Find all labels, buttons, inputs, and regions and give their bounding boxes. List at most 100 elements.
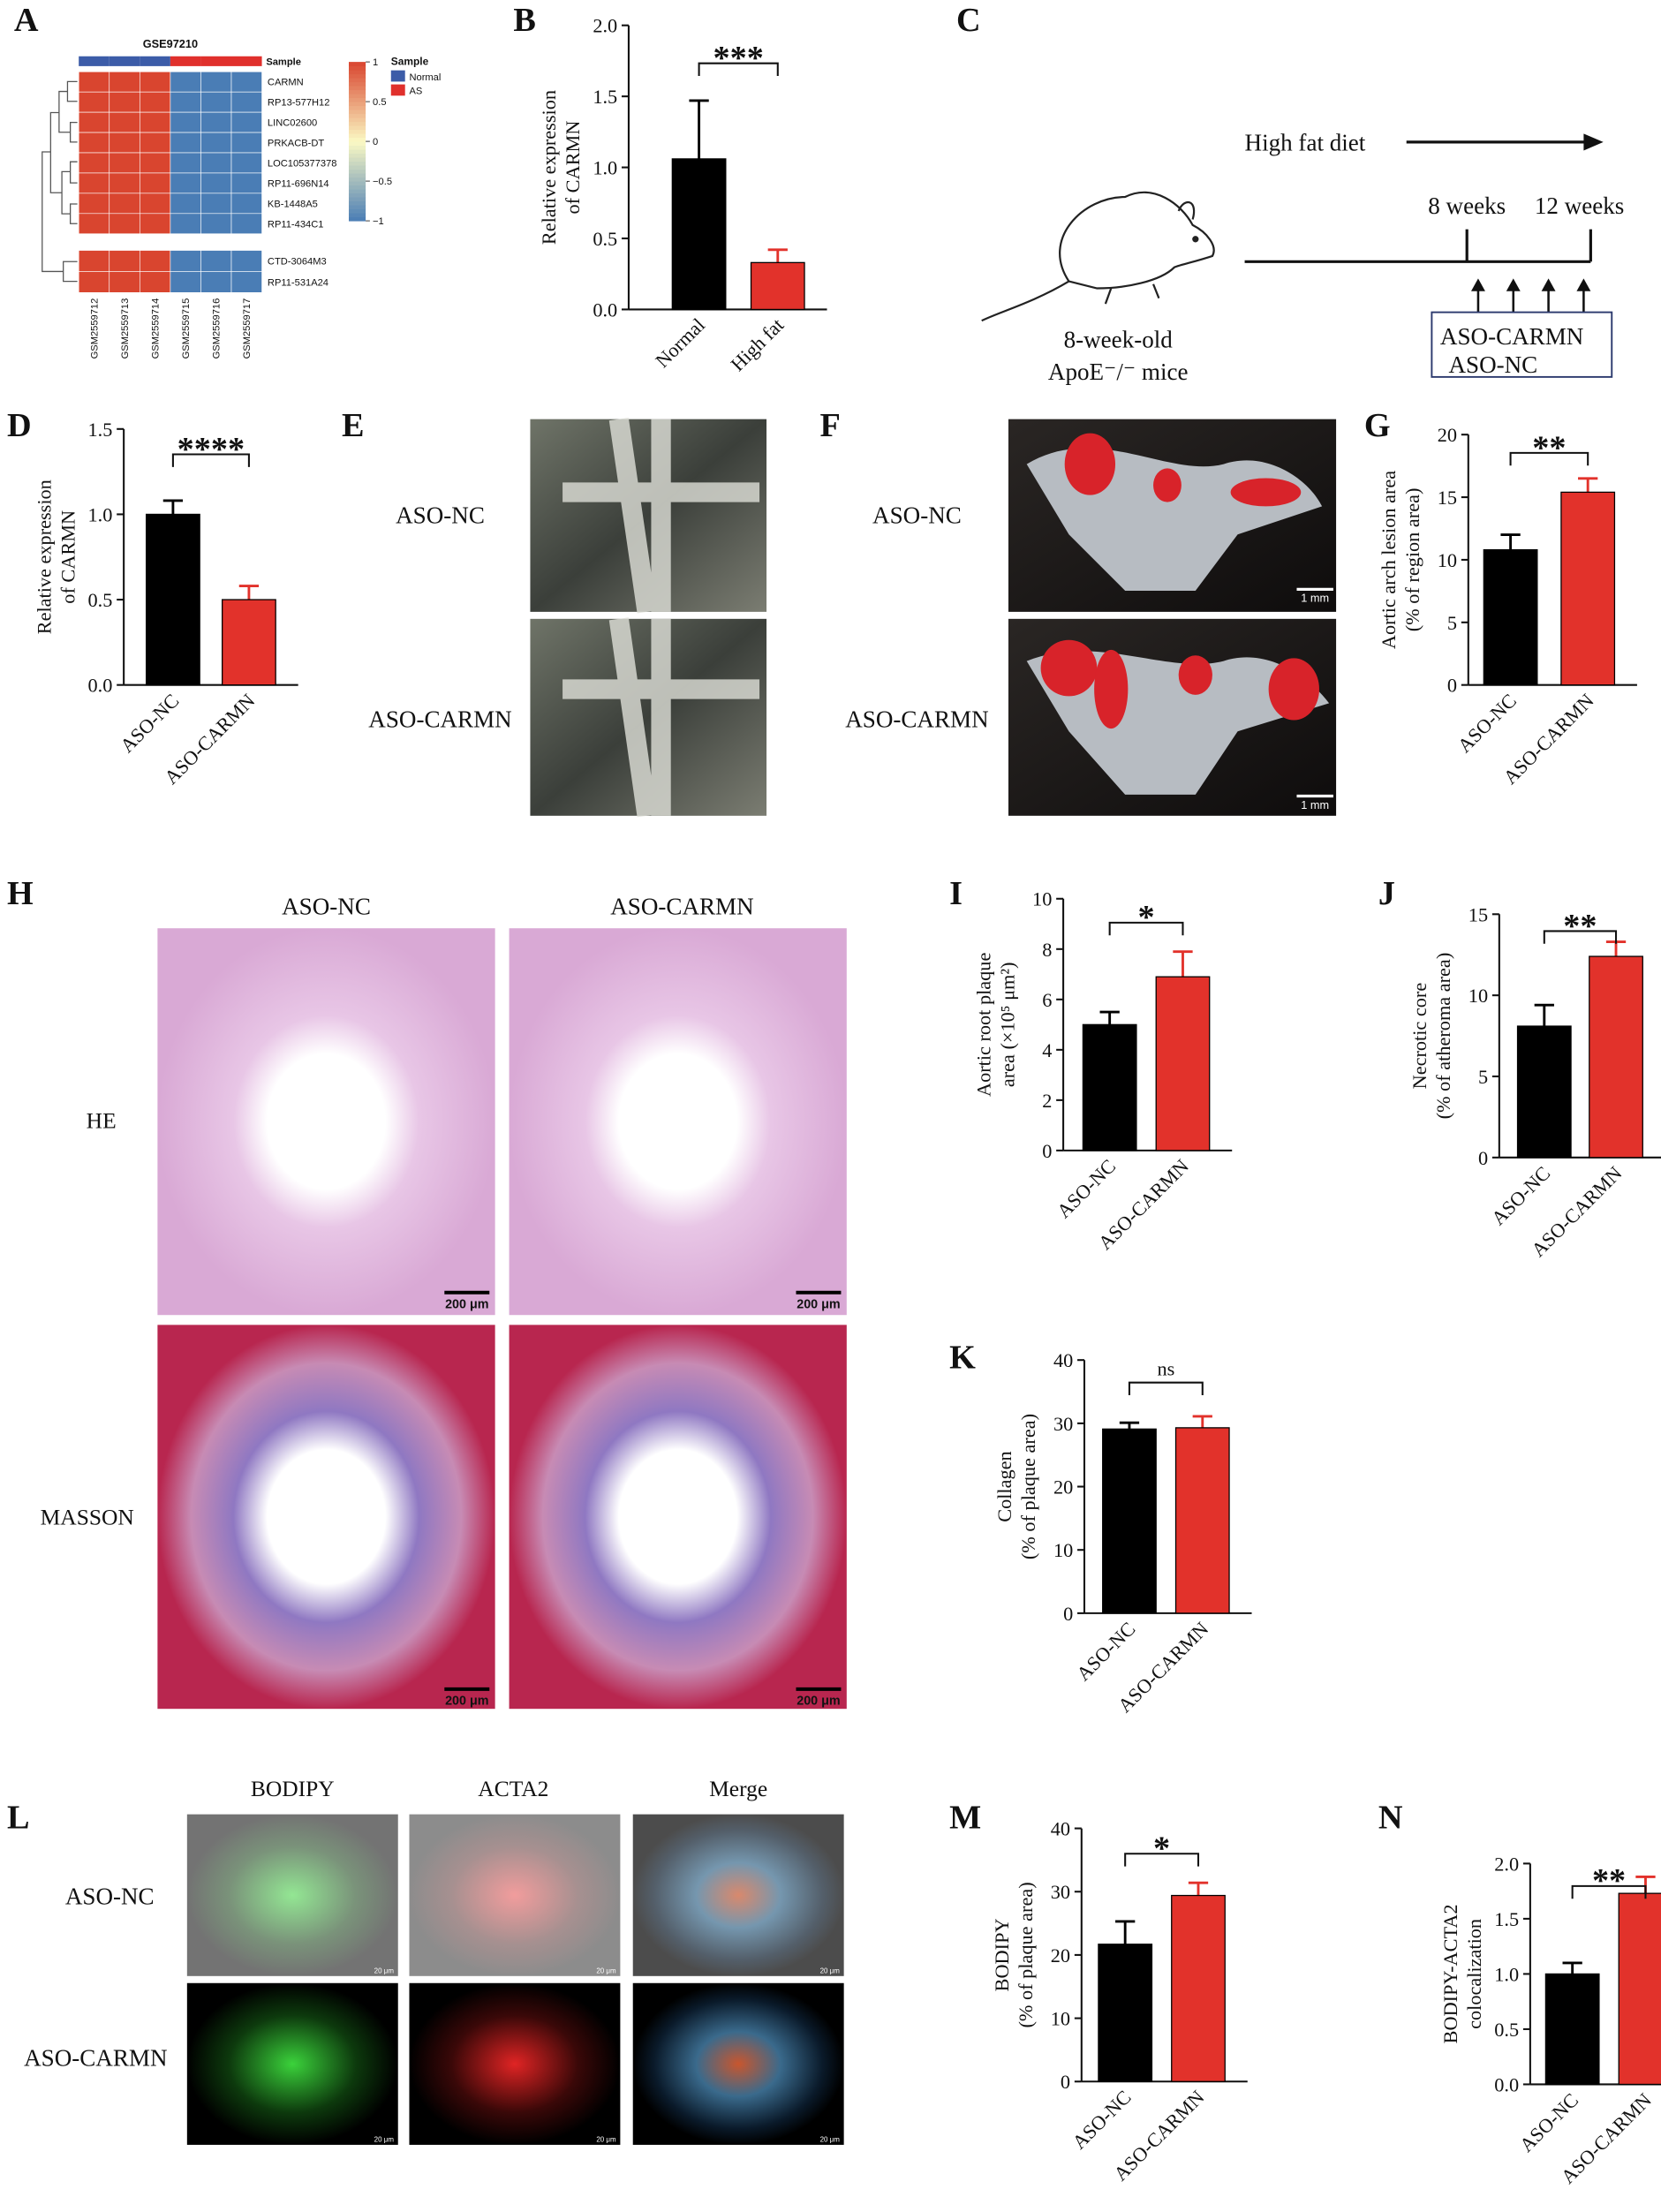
bar — [1082, 1023, 1137, 1151]
heatmap-cell — [230, 193, 262, 215]
y-tick-label: 0.0 — [1494, 2073, 1519, 2095]
panel-letter: J — [1378, 875, 1395, 912]
heatmap-cell — [170, 152, 201, 174]
significance-label: ns — [1157, 1358, 1174, 1380]
y-tick-label: 0 — [1063, 1603, 1073, 1625]
colorbar-segment — [348, 73, 366, 79]
colorbar-segment — [348, 62, 366, 67]
y-tick-label: 5 — [1447, 612, 1457, 634]
y-axis-label: (% of plaque area) — [1015, 1882, 1037, 2027]
annotation-label: Sample — [266, 57, 301, 67]
significance-label: * — [1138, 899, 1155, 936]
heatmap-cell — [170, 71, 201, 93]
x-tick-label: ASO-NC — [1068, 2086, 1135, 2153]
panel-letter: F — [820, 407, 841, 444]
y-axis-label: BODIPY — [991, 1918, 1013, 1991]
column-label: BODIPY — [251, 1776, 335, 1801]
heatmap-cell — [139, 132, 171, 154]
colorbar-segment — [348, 70, 366, 75]
significance-bracket — [1543, 930, 1618, 944]
row-label: CTD-3064M3 — [268, 256, 327, 267]
bar — [750, 261, 805, 311]
panel-letter: M — [949, 1800, 981, 1837]
heatmap-cell — [109, 91, 140, 113]
heatmap-cell — [200, 111, 232, 133]
heatmap-cell — [78, 132, 110, 154]
mouse-label: 8-week-old — [1064, 326, 1174, 352]
row-label: CARMN — [268, 78, 304, 88]
heatmap-cell — [230, 111, 262, 133]
significance-bracket — [698, 62, 779, 77]
significance-label: * — [1153, 1831, 1170, 1868]
colorbar-tick-label: 0.5 — [373, 97, 386, 108]
row-label: ASO-CARMN — [845, 706, 988, 732]
heatmap-cell — [200, 213, 232, 235]
heatmap-cell — [139, 111, 171, 133]
legend-label: AS — [409, 87, 422, 97]
x-tick-label: Normal — [651, 313, 709, 372]
y-axis-label: area (×10⁵ μm²) — [996, 963, 1018, 1088]
legend-swatch — [390, 70, 405, 82]
heatmap-cell — [109, 250, 140, 272]
heatmap-cell — [109, 111, 140, 133]
significance-bracket — [171, 453, 250, 467]
colorbar-segment — [348, 81, 366, 87]
significance-bracket — [1509, 451, 1589, 466]
heatmap-cell — [230, 152, 262, 174]
colorbar-segment — [348, 153, 366, 158]
panel-letter: N — [1378, 1800, 1403, 1837]
y-tick-label: 2 — [1042, 1090, 1052, 1112]
y-tick-label: 10 — [1438, 549, 1457, 571]
heatmap-cell — [78, 213, 110, 235]
bar — [1483, 548, 1538, 686]
heatmap-title: GSE97210 — [143, 37, 198, 50]
y-axis-label: Relative expression — [33, 479, 55, 634]
y-axis-label: Collagen — [993, 1451, 1015, 1521]
scale-bar-label: 20 μm — [596, 2136, 616, 2144]
heatmap-cell — [230, 271, 262, 293]
colorbar-segment — [348, 105, 366, 110]
y-tick-label: 2.0 — [593, 15, 617, 37]
colorbar-segment — [348, 141, 366, 147]
y-tick-label: 1.5 — [88, 419, 113, 441]
y-tick-label: 10 — [1053, 1539, 1073, 1561]
y-tick-label: 30 — [1053, 1413, 1073, 1435]
colorbar-segment — [348, 213, 366, 218]
panel-letter: E — [342, 407, 365, 444]
heatmap-cell — [170, 172, 201, 194]
heatmap-cell — [170, 193, 201, 215]
x-tick-label: High fat — [727, 313, 789, 375]
scale-bar-label: 20 μm — [820, 2136, 841, 2144]
heatmap-cell — [200, 172, 232, 194]
diet-label: High fat diet — [1245, 129, 1366, 155]
colorbar-segment — [348, 197, 366, 202]
timepoint-label: 8 weeks — [1428, 193, 1506, 219]
heatmap-cell — [139, 71, 171, 93]
panel-letter: H — [7, 875, 34, 912]
sample-annotation — [140, 56, 170, 66]
row-label: HE — [87, 1107, 117, 1133]
scale-bar-label: 200 μm — [445, 1297, 488, 1311]
significance-label: ** — [1532, 429, 1566, 466]
heatmap-cell — [170, 91, 201, 113]
heatmap-cell — [109, 213, 140, 235]
y-tick-label: 20 — [1053, 1476, 1073, 1499]
row-label: ASO-CARMN — [24, 2045, 167, 2072]
y-axis-label: Aortic root plaque — [972, 953, 994, 1097]
column-label: Merge — [709, 1776, 767, 1801]
heatmap-cell — [200, 250, 232, 272]
y-tick-label: 4 — [1042, 1039, 1052, 1061]
colorbar-segment — [348, 216, 366, 222]
bar — [1618, 1892, 1661, 2086]
timeline — [1244, 133, 1613, 378]
row-label: RP11-696N14 — [268, 178, 329, 189]
heatmap-cell — [200, 271, 232, 293]
colorbar-tick-label: −0.5 — [373, 177, 392, 187]
heatmap-cell — [230, 172, 262, 194]
colorbar-segment — [348, 137, 366, 142]
bar — [1589, 955, 1643, 1159]
y-tick-label: 1.5 — [1494, 1908, 1519, 1930]
sample-annotation — [231, 56, 262, 66]
colorbar-segment — [348, 208, 366, 214]
